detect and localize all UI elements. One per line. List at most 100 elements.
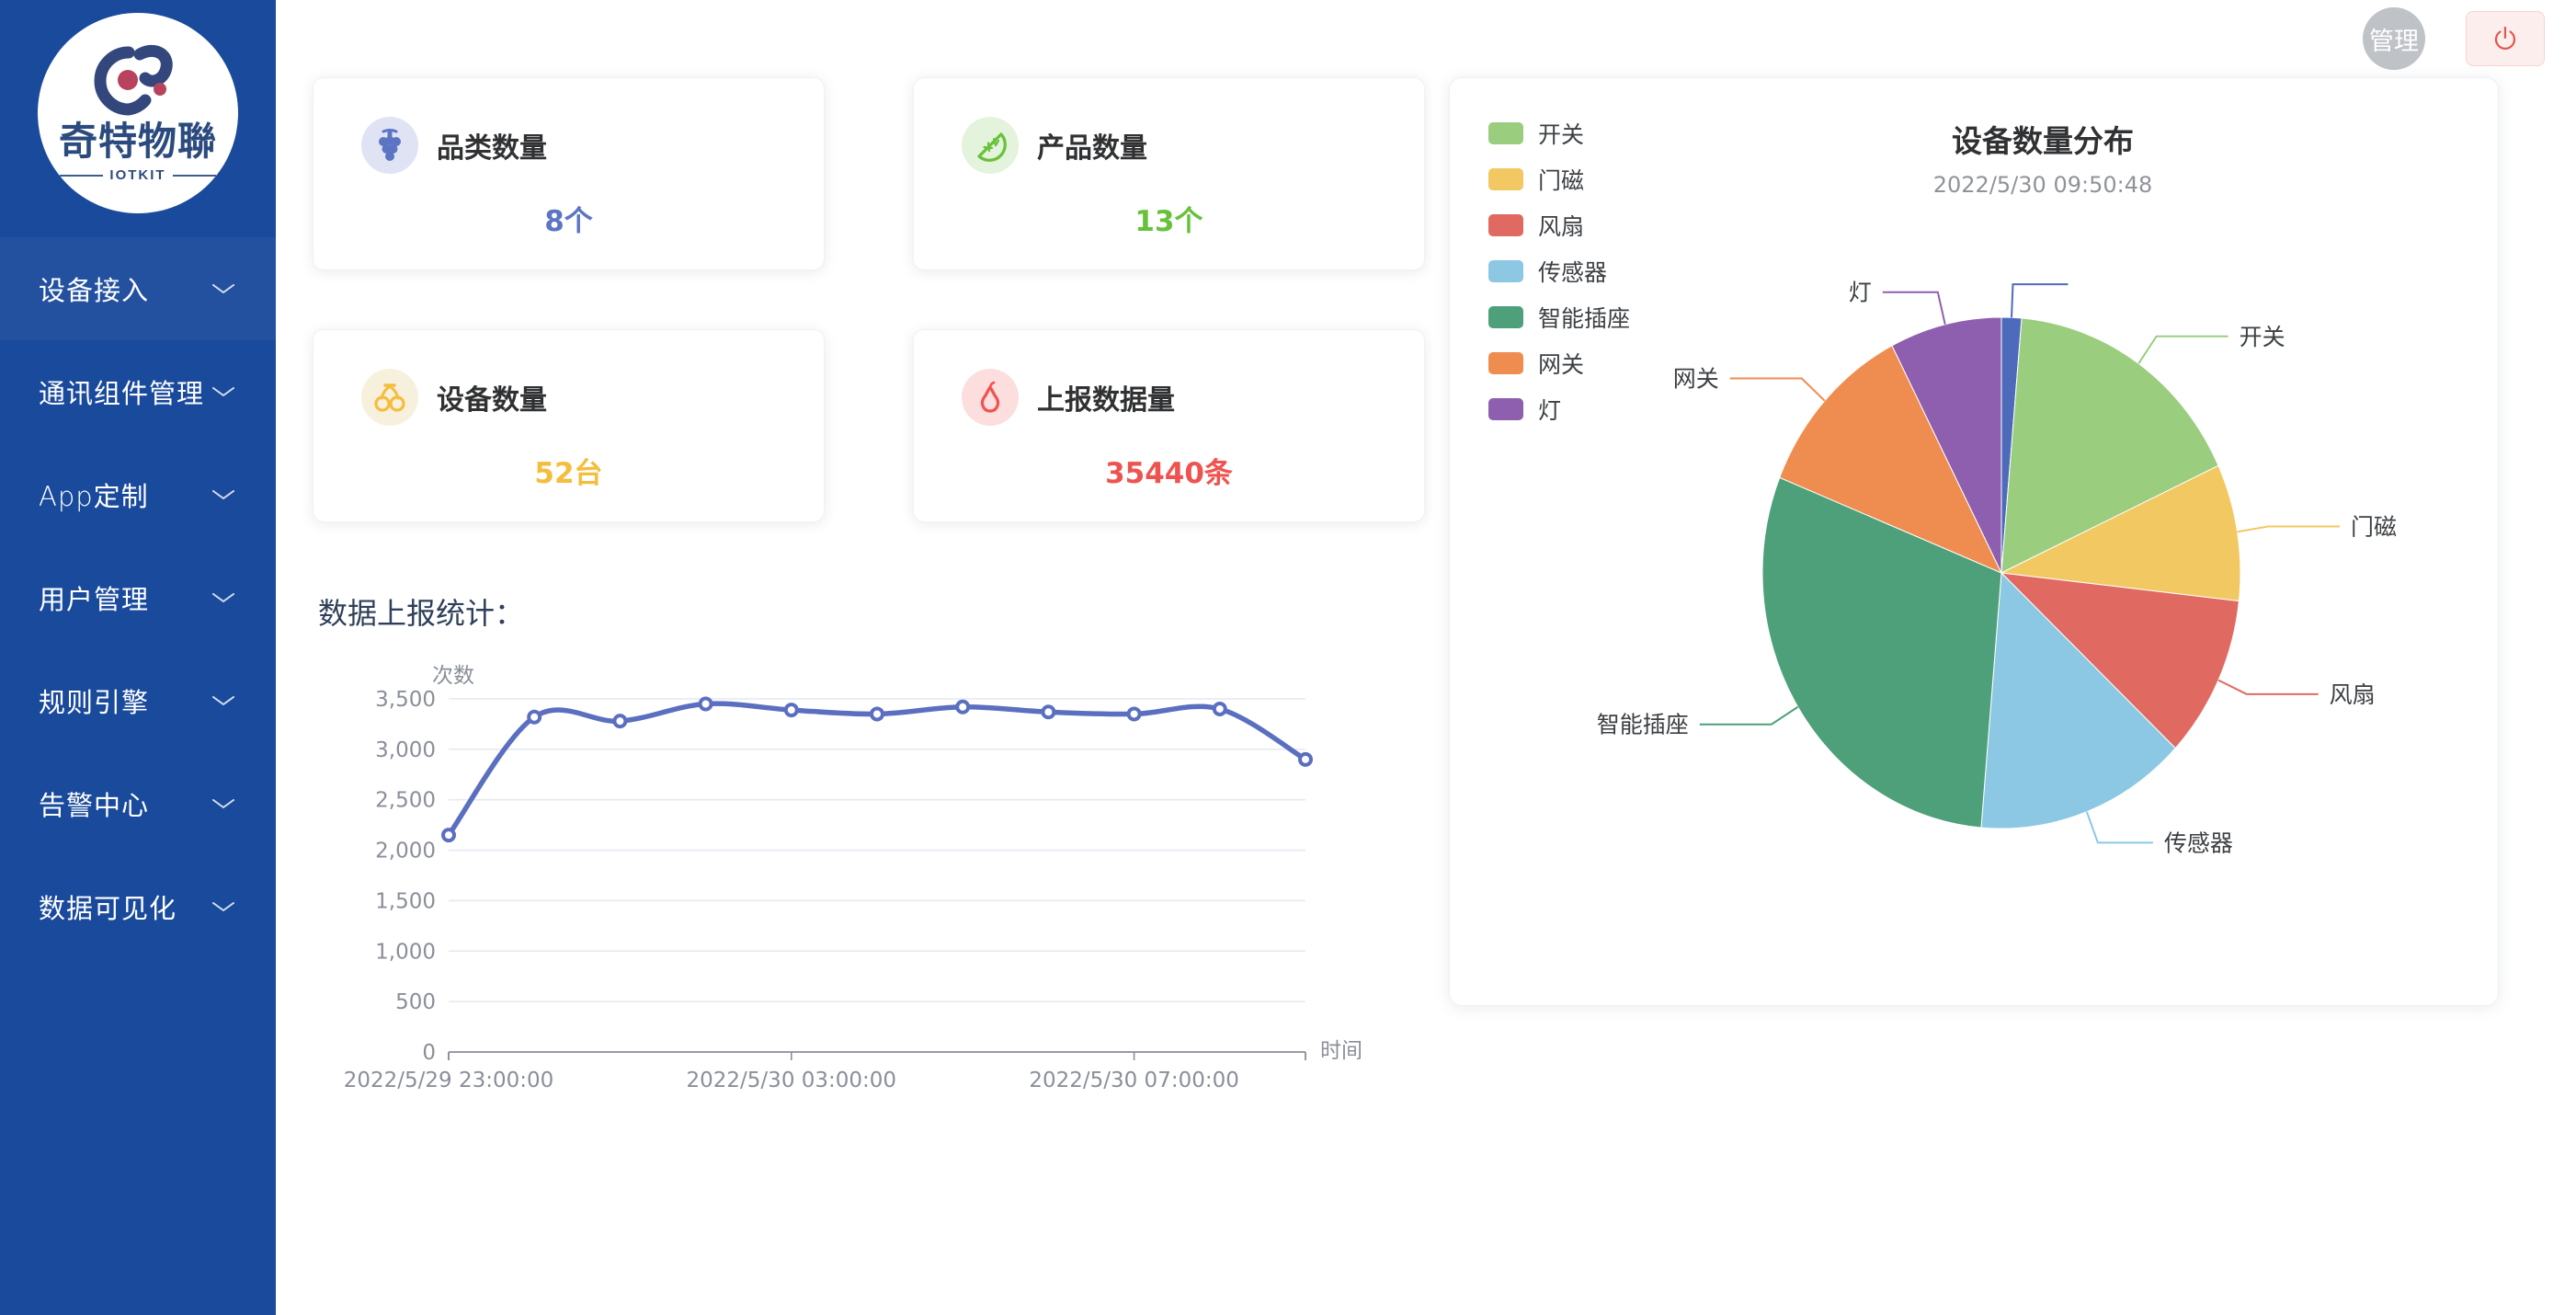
sidebar-item-label: 用户管理 [39,584,150,615]
stat-card-title: 品类数量 [437,132,547,165]
sidebar-item-device-access[interactable]: 设备接入 [0,237,276,340]
line-chart-x-axis-title: 时间 [1320,1039,1362,1063]
line-chart-y-axis-title: 次数 [432,664,474,688]
logout-button[interactable] [2466,11,2545,66]
content-region: 品类数量 8个 [276,77,2576,1151]
main-area: 管理 [276,0,2576,1315]
y-axis-tick-label: 500 [395,990,436,1014]
grape-icon [361,117,418,174]
legend-swatch [1488,306,1523,328]
pie-slice[interactable] [1779,345,2003,574]
pie-slice[interactable] [1761,476,2002,829]
line-data-point [1298,751,1313,767]
pie-slice-label: 开关 [2240,324,2285,350]
stat-card-title: 产品数量 [1037,132,1147,165]
iot-orbit-logo-icon [94,44,173,116]
sidebar-item-rule-engine[interactable]: 规则引擎 [0,649,276,752]
brand-subtitle: IOTKIT [60,167,217,183]
x-axis-tick-label: 2022/5/29 23:00:00 [344,1069,554,1092]
pie-slice[interactable] [1980,571,2176,829]
legend-swatch [1488,168,1523,190]
sidebar: 奇特物聯 IOTKIT 设备接入 通讯组件管理 [0,0,276,1315]
pie-label-leader-line [2217,679,2319,695]
stat-card-value: 13个 [1134,205,1203,238]
pie-slice-label: 传感器 [2164,829,2233,856]
chevron-down-icon [212,696,234,705]
y-axis-tick-label: 0 [422,1041,436,1065]
y-axis-tick-label: 2,500 [375,789,436,813]
stat-card-title: 设备数量 [437,384,547,417]
sidebar-item-comm-components[interactable]: 通讯组件管理 [0,340,276,443]
chevron-down-icon [212,902,234,911]
pear-icon [962,369,1019,426]
legend-label: 传感器 [1538,259,1608,286]
stat-card-title: 上报数据量 [1037,384,1175,417]
line-chart[interactable]: 次数 0 500 1,000 1,500 2,000 2,500 3,000 3,500 2022… [313,655,1397,1151]
stat-card-product-count[interactable]: 产品数量 13个 [913,77,1425,270]
pie-chart-timestamp: 2022/5/30 09:50:48 [1932,172,2153,198]
line-data-point [955,699,971,715]
pie-slice[interactable] [2000,464,2241,602]
legend-label: 网关 [1538,351,1585,378]
stat-card-category-count[interactable]: 品类数量 8个 [313,77,825,270]
sidebar-item-data-visualization[interactable]: 数据可见化 [0,855,276,958]
pie-label-leader-line [2011,283,2069,318]
sidebar-item-label: 规则引擎 [39,687,150,718]
legend-swatch [1488,214,1523,236]
pie-label-leader-line [2237,525,2340,533]
y-axis-tick-label: 3,000 [375,738,436,762]
pie-chart-title: 设备数量分布 [1952,123,2134,159]
line-chart-svg: 次数 0 500 1,000 1,500 2,000 2,500 3,000 3,500 2022… [344,664,1362,1092]
sidebar-item-label: App定制 [39,481,149,512]
pie-slice-label: 网关 [1673,365,1719,392]
line-data-point [1041,704,1056,720]
pie-legend: 开关门磁风扇传感器智能插座网关灯 [1488,117,1630,426]
stat-card-device-count[interactable]: 设备数量 52台 [313,329,825,522]
avatar[interactable]: 管理 [2363,7,2425,70]
sidebar-item-label: 通讯组件管理 [39,378,205,409]
stat-card-header: 上报数据量 [962,369,1424,426]
pie-legend-item[interactable]: 智能插座 [1488,301,1630,334]
sidebar-item-label: 告警中心 [39,790,150,821]
line-data-point [612,714,628,729]
pie-legend-item[interactable]: 开关 [1488,117,1630,150]
stat-card-header: 产品数量 [962,117,1424,174]
pie-legend-item[interactable]: 灯 [1488,393,1630,426]
stat-card-value: 52台 [534,457,603,490]
pie-slice[interactable] [2000,572,2240,749]
line-data-point [1212,701,1227,716]
lemon-slice-icon [962,117,1019,174]
brand-rule-left [60,174,104,177]
legend-swatch [1488,352,1523,374]
chevron-down-icon [212,490,234,499]
pie-chart-title-block: 设备数量分布 2022/5/30 09:50:48 [1450,117,2498,198]
pie-legend-item[interactable]: 网关 [1488,347,1630,380]
sidebar-item-label: 设备接入 [39,275,150,306]
pie-label-leader-line [1729,377,1826,402]
right-column: 开关 门磁 风扇 传感器 智能插座 网关灯 设备数量分布 2022/5/30 09:50:… [1425,77,2543,1151]
brand-logo[interactable]: 奇特物聯 IOTKIT [38,13,238,213]
stat-card-value: 35440条 [1105,457,1233,490]
x-axis-tick-label: 2022/5/30 07:00:00 [1029,1069,1239,1092]
sidebar-item-user-management[interactable]: 用户管理 [0,546,276,649]
legend-label: 门磁 [1538,167,1585,194]
stat-card-reported-data-count[interactable]: 上报数据量 35440条 [913,329,1425,522]
pie-legend-item[interactable]: 风扇 [1488,209,1630,242]
brand-name-en: IOTKIT [109,167,166,183]
sidebar-item-app-custom[interactable]: App定制 [0,443,276,546]
stat-card-header: 设备数量 [361,369,824,426]
pie-label-leader-line [2137,335,2228,364]
pie-slice-label: 风扇 [2330,681,2376,708]
y-axis-tick-label: 1,000 [375,940,436,964]
legend-label: 风扇 [1538,213,1585,240]
line-data-point [870,706,884,722]
pie-legend-item[interactable]: 传感器 [1488,255,1630,288]
pie-slice-label: 门磁 [2351,514,2397,541]
cherry-icon [361,369,418,426]
pie-legend-item[interactable]: 门磁 [1488,163,1630,196]
line-data-point [783,703,799,718]
topbar: 管理 [276,0,2576,77]
sidebar-item-alarm-center[interactable]: 告警中心 [0,752,276,855]
